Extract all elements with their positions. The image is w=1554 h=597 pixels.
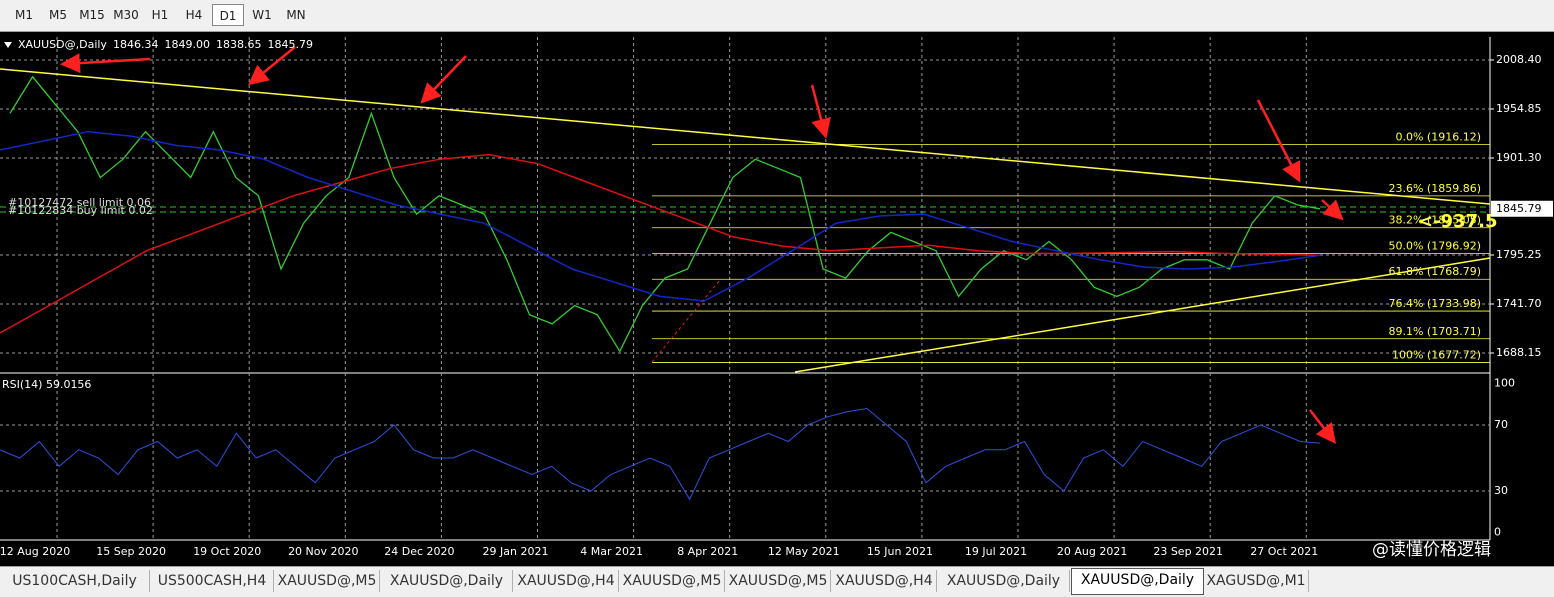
chart-tab[interactable]: US100CASH,Daily (0, 570, 150, 592)
fib-label: 38.2% (1825.05) (1388, 214, 1481, 227)
chart-window: 12 Aug 2020 15 Sep 2020 19 Oct 2020 20 Nov … (0, 32, 1554, 566)
rsi-tick-label: 100 (1494, 377, 1515, 390)
time-label: 4 Mar 2021 (580, 545, 643, 558)
timeframe-button[interactable]: D1 (212, 4, 244, 26)
chart-tab[interactable]: XAUUSD@,Daily (381, 570, 513, 592)
price-line (9, 75, 1321, 353)
arrow (810, 84, 831, 139)
timeframe-toolbar: M1 M5 M15 M30 H1 H4 D1 W1 MN (0, 0, 1554, 32)
timeframe-button[interactable]: W1 (252, 8, 272, 22)
timeframe-button[interactable]: H1 (151, 8, 169, 22)
chart-tab[interactable]: US500CASH,H4 (151, 570, 274, 592)
ohlc-value: 1846.34 (113, 38, 159, 51)
timeframe-button[interactable]: MN (286, 8, 306, 22)
y-tick-label: 1901.30 (1496, 151, 1542, 164)
time-label: 15 Sep 2020 (96, 545, 166, 558)
arrow (1256, 99, 1301, 183)
rsi-line (0, 407, 1321, 501)
y-tick-label: 1795.25 (1496, 248, 1542, 261)
ohlc-value: 1845.79 (267, 38, 313, 51)
y-tick-label: 2008.40 (1496, 53, 1542, 66)
time-label: 12 Aug 2020 (0, 545, 70, 558)
trend-line (794, 257, 1491, 373)
chart-tab[interactable]: XAUUSD@,M5 (620, 570, 725, 592)
time-label: 24 Dec 2020 (384, 545, 454, 558)
chart-tabs: US100CASH,Daily US500CASH,H4 XAUUSD@,M5 XAU… (0, 566, 1554, 597)
chart-tab[interactable]: XAUUSD@,Daily (938, 570, 1070, 592)
fib-label: 50.0% (1796.92) (1388, 239, 1481, 252)
time-label: 20 Nov 2020 (288, 545, 358, 558)
fib-label: 76.4% (1733.98) (1388, 297, 1481, 310)
order-label: #10122834 buy limit 0.02 (8, 204, 153, 217)
timeframe-button[interactable]: M30 (113, 8, 139, 22)
arrow (1309, 409, 1337, 444)
last-price-box (1491, 200, 1553, 217)
timeframe-button[interactable]: M15 (79, 8, 105, 22)
arrow (420, 55, 467, 104)
time-label: 27 Oct 2021 (1250, 545, 1318, 558)
chart-tab[interactable]: XAUUSD@,Daily (1071, 568, 1204, 595)
chart-background (0, 32, 1554, 566)
chart-tab[interactable]: XAUUSD@,H4 (514, 570, 619, 592)
time-label: 8 Apr 2021 (677, 545, 738, 558)
chart-tab[interactable]: XAUUSD@,M5 (275, 570, 380, 592)
ohlc-value: 1838.65 (216, 38, 262, 51)
annotation: <-937.5 (1418, 211, 1498, 232)
fib-label: 89.1% (1703.71) (1388, 325, 1481, 338)
chart-tab[interactable]: XAUUSD@,M5 (726, 570, 831, 592)
order-label: #10127472 sell limit 0.06 (8, 196, 151, 209)
ohlc-value: 1849.00 (164, 38, 210, 51)
time-label: 12 May 2021 (768, 545, 840, 558)
menu-triangle (4, 42, 12, 48)
time-label: 23 Sep 2021 (1153, 545, 1223, 558)
fib-label: 0.0% (1916.12) (1395, 130, 1481, 143)
time-label: 19 Jul 2021 (965, 545, 1027, 558)
fib-label: 23.6% (1859.86) (1388, 182, 1481, 195)
chart-header: XAUUSD@,Daily 1846.34 1849.00 1838.65 1845.7… (18, 38, 313, 51)
y-tick-label: 1741.70 (1496, 297, 1542, 310)
fib-label: 100% (1677.72) (1392, 349, 1481, 362)
timeframe-button[interactable]: H4 (185, 8, 203, 22)
plot-layer: 12 Aug 2020 15 Sep 2020 19 Oct 2020 20 Nov … (0, 37, 1553, 558)
arrows (60, 46, 1344, 444)
time-label: 15 Jun 2021 (867, 545, 933, 558)
y-tick-label: 1688.15 (1496, 346, 1542, 359)
watermark: @读懂价格逻辑 (1372, 540, 1491, 560)
time-label: 29 Jan 2021 (483, 545, 549, 558)
time-label: 20 Aug 2021 (1057, 545, 1127, 558)
arrow (1321, 199, 1344, 221)
rsi-tick-label: 0 (1494, 526, 1501, 539)
arrow (60, 53, 151, 74)
symbol: XAUUSD@,Daily (18, 38, 107, 51)
timeframe-button[interactable]: M1 (15, 8, 33, 22)
last-price-label: 1845.79 (1496, 202, 1542, 215)
timeframe-button[interactable]: M5 (49, 8, 67, 22)
fib-label: 61.8% (1768.79) (1388, 265, 1481, 278)
arrow (248, 46, 296, 86)
rsi-title: RSI(14) 59.0156 (2, 378, 91, 391)
chart-tab[interactable]: XAGUSD@,M1 (1204, 570, 1309, 592)
price-line (0, 130, 1321, 302)
time-label: 19 Oct 2020 (193, 545, 261, 558)
rsi-tick-label: 70 (1494, 418, 1508, 431)
y-tick-label: 1954.85 (1496, 102, 1542, 115)
chart-tab[interactable]: XAUUSD@,H4 (832, 570, 937, 592)
rsi-tick-label: 30 (1494, 484, 1508, 497)
price-line (0, 153, 1321, 334)
trend-line (0, 68, 1491, 205)
